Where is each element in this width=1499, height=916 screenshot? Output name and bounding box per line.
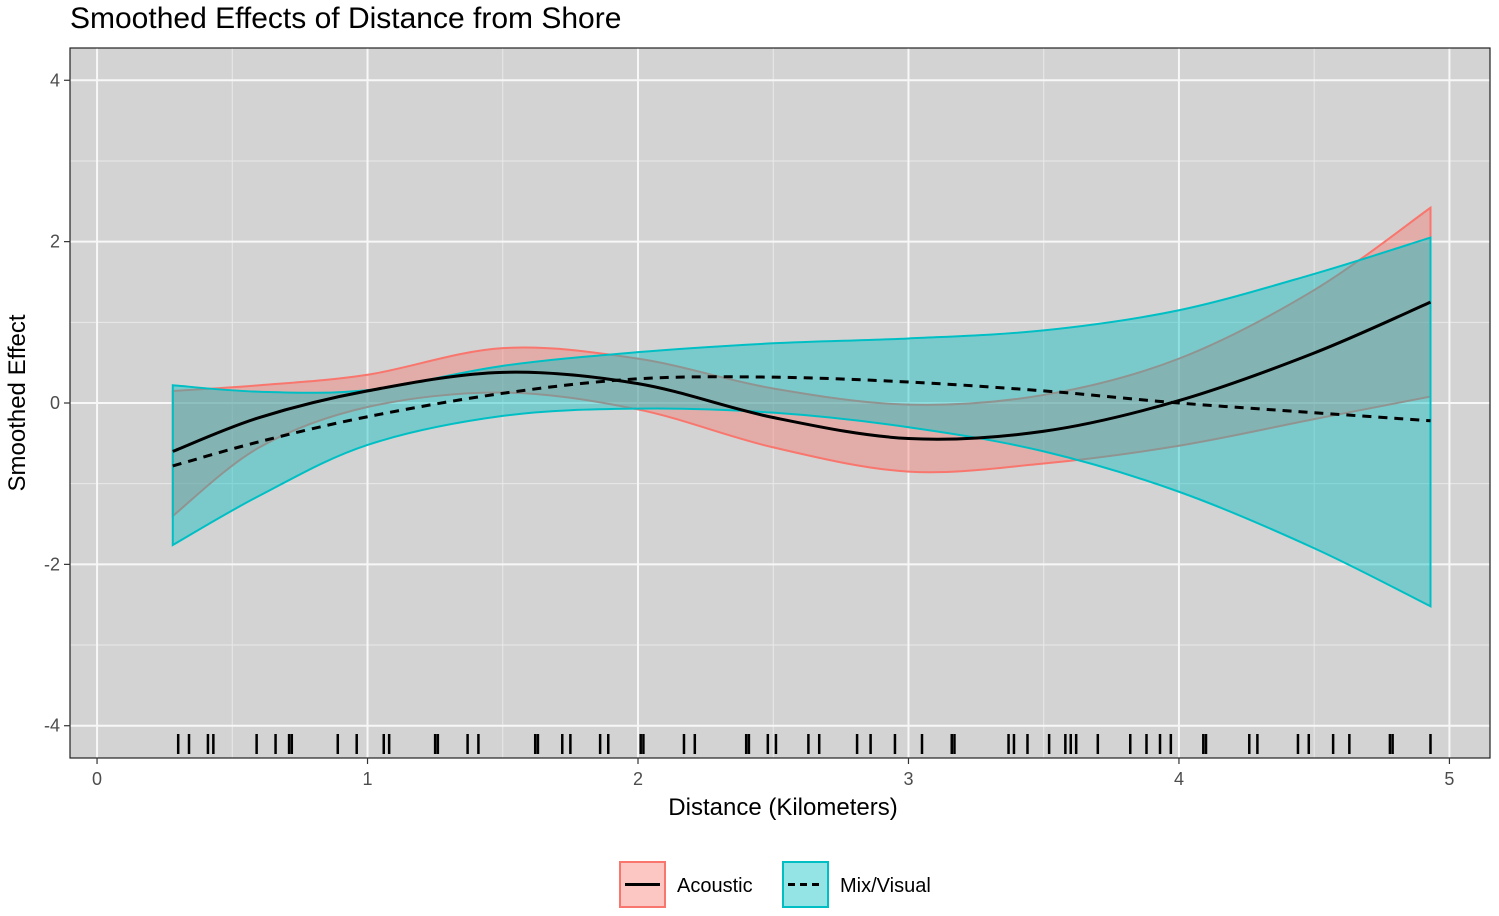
confidence-band-mix-visual bbox=[171, 236, 1432, 608]
y-tick-label: -4 bbox=[44, 716, 60, 736]
y-tick-label: 4 bbox=[50, 70, 60, 90]
y-tick-label: -2 bbox=[44, 554, 60, 574]
fit-lines bbox=[172, 300, 1432, 468]
legend-label-mix-visual: Mix/Visual bbox=[840, 875, 931, 897]
legend: Acoustic Mix/Visual bbox=[619, 861, 931, 908]
y-axis: -4 -2 0 2 4 bbox=[44, 70, 70, 736]
minor-gridlines bbox=[70, 48, 1490, 758]
x-tick-label: 0 bbox=[92, 769, 102, 789]
y-axis-title: Smoothed Effect bbox=[4, 314, 31, 491]
chart-title: Smoothed Effects of Distance from Shore bbox=[70, 2, 622, 35]
x-tick-label: 5 bbox=[1444, 769, 1454, 789]
fit-line-mix-visual bbox=[172, 375, 1431, 468]
y-tick-label: 0 bbox=[50, 393, 60, 413]
x-tick-label: 2 bbox=[633, 769, 643, 789]
rug-marks bbox=[176, 734, 1432, 754]
fit-line-acoustic bbox=[172, 300, 1432, 453]
legend-label-acoustic: Acoustic bbox=[677, 875, 753, 897]
x-tick-label: 4 bbox=[1174, 769, 1184, 789]
y-tick-label: 2 bbox=[50, 232, 60, 252]
x-tick-label: 1 bbox=[363, 769, 373, 789]
x-axis: 0 1 2 3 4 5 bbox=[92, 758, 1454, 789]
x-tick-label: 3 bbox=[903, 769, 913, 789]
x-axis-title: Distance (Kilometers) bbox=[668, 794, 897, 821]
